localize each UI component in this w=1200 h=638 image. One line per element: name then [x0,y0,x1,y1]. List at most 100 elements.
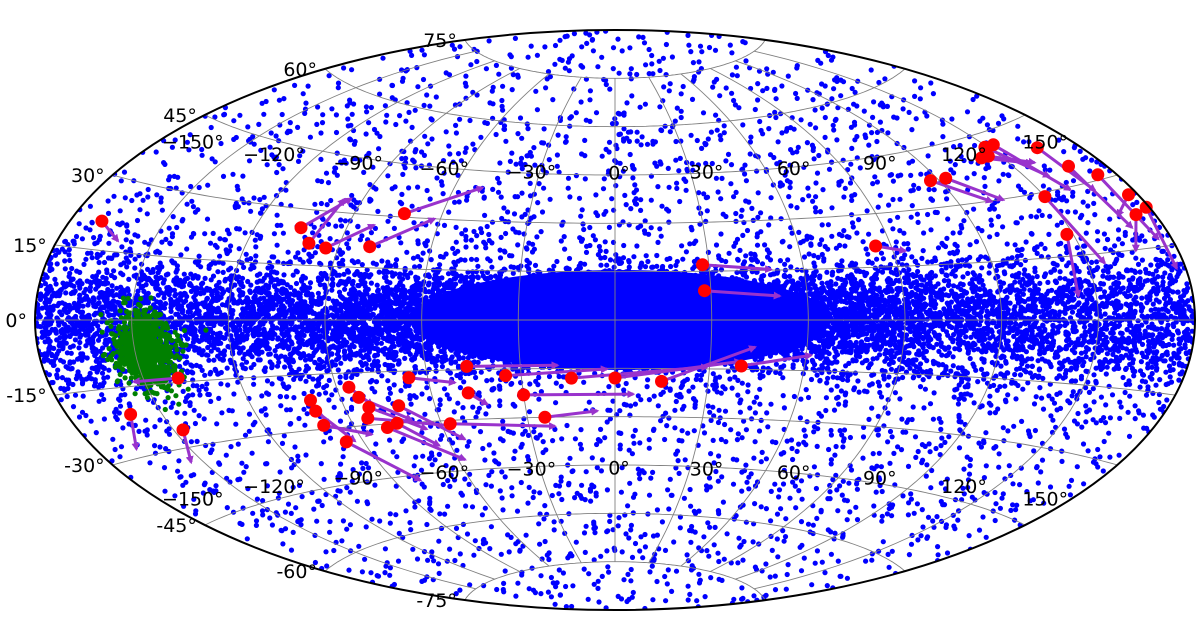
field-point [629,93,635,99]
field-point [964,175,970,181]
field-point [989,222,995,228]
field-point [242,432,249,438]
field-point [830,122,836,128]
field-point [359,262,365,268]
field-point [796,488,802,494]
field-point [269,264,275,270]
field-point [768,195,774,201]
field-point [677,155,683,161]
field-point [548,574,555,581]
field-point [280,541,286,547]
field-point [676,437,682,443]
field-point [553,380,559,386]
field-point [340,518,346,524]
field-point [62,258,68,264]
field-point [599,573,605,580]
field-point [917,96,923,102]
field-point [841,194,847,200]
field-point [581,379,587,385]
field-point [212,242,218,248]
field-point [628,522,635,529]
field-point [267,515,273,521]
field-point [1166,363,1173,369]
field-point [814,472,821,478]
field-point [638,142,644,148]
field-point [683,249,690,255]
field-point [1040,183,1046,189]
field-point [632,540,639,547]
field-point [1098,394,1104,400]
field-point [946,434,952,440]
field-point [335,80,342,86]
field-point [393,257,400,263]
field-point [733,210,739,217]
field-point [620,255,627,261]
field-point [517,115,524,121]
field-point [722,276,728,282]
field-point [930,518,936,524]
field-point [639,134,645,140]
field-point [740,122,746,128]
field-point [379,373,385,379]
field-point [743,178,750,184]
field-point [243,464,249,470]
field-point [420,76,427,83]
field-point [863,558,869,564]
field-point [705,249,712,255]
field-point [822,114,828,121]
field-point [786,194,792,200]
field-point [835,558,841,564]
field-point [531,429,537,435]
field-point [927,401,934,407]
field-point [822,570,828,576]
field-point [606,569,612,575]
field-point [628,206,634,212]
field-point [350,278,356,285]
field-point [920,524,926,530]
field-point [415,241,421,247]
field-point [364,267,370,273]
field-point [329,392,335,398]
field-point [559,57,565,64]
field-point [878,250,885,256]
field-point [253,253,259,259]
field-point [204,216,211,222]
field-point [642,101,649,107]
field-point [409,124,415,130]
field-point [1018,215,1025,221]
field-point [913,454,919,460]
field-point [634,243,640,249]
field-point [701,430,708,436]
field-point [263,98,269,105]
field-point [486,472,492,478]
field-point [1001,269,1007,275]
field-point [392,184,398,190]
field-point [827,489,833,495]
field-point [441,222,448,228]
field-point [497,255,504,261]
field-point [718,231,724,237]
field-point [1167,374,1173,380]
field-point [710,404,716,410]
field-point [828,551,835,557]
field-point [848,467,855,473]
field-point [579,207,585,213]
field-point [547,196,553,202]
field-point [293,280,300,287]
field-point [773,369,779,375]
field-point [976,527,983,533]
field-point [158,195,164,201]
field-point [487,546,493,552]
field-point [280,381,286,387]
field-point [531,489,537,495]
field-point [959,293,966,299]
field-point [600,186,607,192]
field-point [497,160,503,166]
field-point [208,398,214,404]
field-point [117,454,123,460]
field-point [716,407,722,413]
field-point [908,496,915,502]
field-point [329,276,336,282]
field-point [453,224,459,230]
field-point [917,384,924,390]
